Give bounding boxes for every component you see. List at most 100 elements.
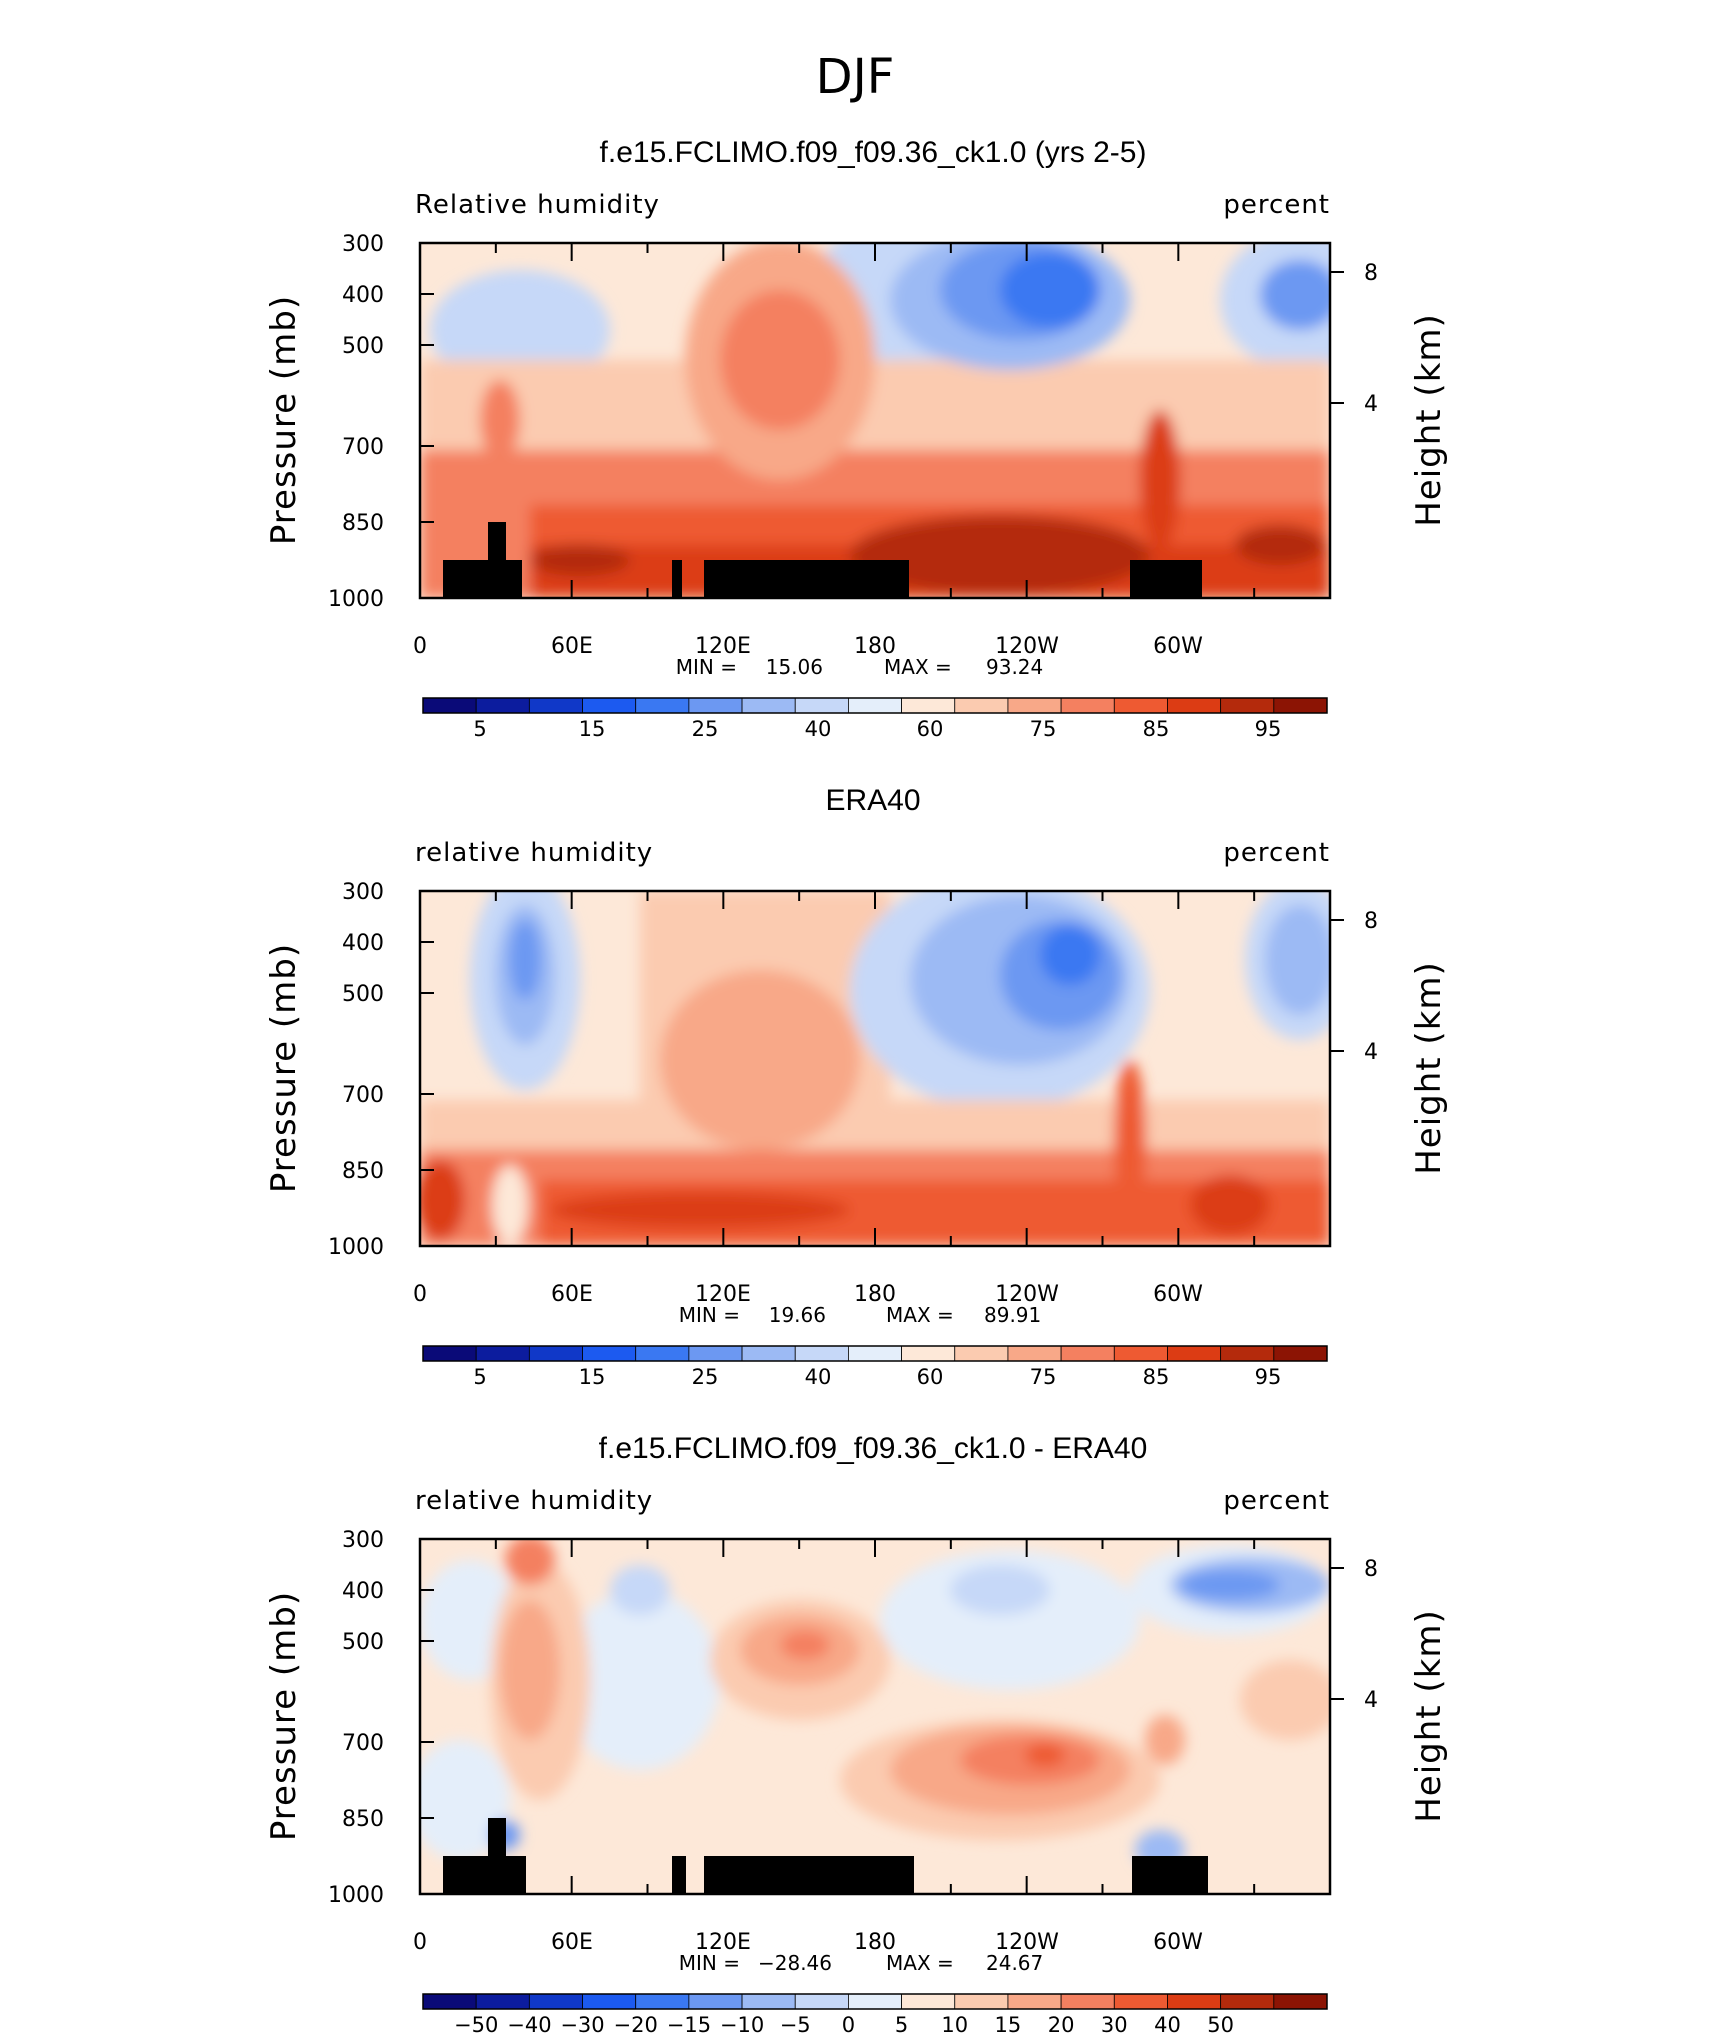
colorbar-label: 5 xyxy=(895,2013,908,2037)
colorbar-swatch xyxy=(954,1345,1009,1362)
y-axis: 300 400 500 700 850 1000 xyxy=(328,232,384,612)
colorbar-label: −5 xyxy=(780,2013,811,2037)
stats-line: MIN = 15.06 MAX = 93.24 xyxy=(676,655,1044,679)
y-tick-label: 500 xyxy=(342,1630,384,1655)
colorbar-swatch xyxy=(1113,697,1168,714)
colorbar-swatch xyxy=(848,697,902,714)
colorbar xyxy=(422,1993,1328,2010)
colorbar-label: 85 xyxy=(1143,1365,1170,1389)
colorbar-labels: 5 15 25 40 60 75 85 95 xyxy=(473,1365,1281,1389)
colorbar-swatch xyxy=(1220,697,1275,714)
y2-tick-label: 8 xyxy=(1364,1557,1378,1582)
contour-field xyxy=(420,891,1330,1246)
x-tick-label: 60E xyxy=(551,1930,593,1955)
min-label: MIN = xyxy=(676,655,737,679)
colorbar-swatch xyxy=(794,1993,849,2010)
colorbar-label: 95 xyxy=(1255,1365,1282,1389)
colorbar-swatch xyxy=(1167,1345,1222,1362)
colorbar-label: 15 xyxy=(579,1365,606,1389)
colorbar-swatch xyxy=(1060,1993,1115,2010)
y2-axis-title: Height (km) xyxy=(1409,1609,1449,1823)
max-label: MAX = xyxy=(886,1951,954,1975)
y-tick-label: 300 xyxy=(342,232,384,257)
colorbar-label: −40 xyxy=(507,2013,551,2037)
stats-line: MIN = 19.66 MAX = 89.91 xyxy=(679,1303,1042,1327)
colorbar-label: −15 xyxy=(667,2013,711,2037)
colorbar-label: 75 xyxy=(1030,1365,1057,1389)
x-tick-label: 120W xyxy=(995,1282,1059,1307)
colorbar-swatch xyxy=(475,697,530,714)
x-tick-label: 120W xyxy=(995,634,1059,659)
colorbar-label: −50 xyxy=(454,2013,498,2037)
x-tick-label: 120W xyxy=(995,1930,1059,1955)
colorbar-swatch xyxy=(848,1345,902,1362)
colorbar-label: −10 xyxy=(720,2013,764,2037)
panel-model: f.e15.FCLIMO.f09_f09.36_ck1.0 (yrs 2-5) … xyxy=(264,136,1449,741)
y2-axis: 8 4 xyxy=(1364,909,1378,1065)
colorbar-swatch xyxy=(1113,1993,1168,2010)
colorbar-swatch xyxy=(528,697,583,714)
colorbar-label: 50 xyxy=(1207,2013,1234,2037)
colorbar-swatch xyxy=(954,1993,1009,2010)
y-tick-label: 300 xyxy=(342,880,384,905)
y-tick-label: 700 xyxy=(342,1083,384,1108)
y-tick-label: 1000 xyxy=(328,587,384,612)
colorbar-swatch xyxy=(1220,1345,1275,1362)
y2-tick-label: 8 xyxy=(1364,261,1378,286)
colorbar-swatch xyxy=(422,697,477,714)
colorbar-label: 95 xyxy=(1255,717,1282,741)
colorbar-label: 40 xyxy=(805,1365,832,1389)
colorbar-swatch xyxy=(582,697,637,714)
min-value: −28.46 xyxy=(758,1951,832,1975)
x-tick-label: 60E xyxy=(551,1282,593,1307)
y-tick-label: 850 xyxy=(342,1159,384,1184)
colorbar-swatch xyxy=(1167,697,1222,714)
contour-field xyxy=(420,1539,1330,1894)
colorbar-label: 5 xyxy=(473,717,486,741)
colorbar-swatch xyxy=(794,697,849,714)
y-tick-label: 400 xyxy=(342,931,384,956)
colorbar-label: 85 xyxy=(1143,717,1170,741)
terrain-mask xyxy=(443,522,1202,598)
colorbar-label: 10 xyxy=(941,2013,968,2037)
max-label: MAX = xyxy=(884,655,952,679)
y2-axis: 8 4 xyxy=(1364,1557,1378,1713)
stats-line: MIN = −28.46 MAX = 24.67 xyxy=(679,1951,1044,1975)
y-tick-label: 400 xyxy=(342,283,384,308)
colorbar-label: 40 xyxy=(805,717,832,741)
colorbar-label: 15 xyxy=(579,717,606,741)
panel-title: ERA40 xyxy=(825,784,920,817)
colorbar-label: 40 xyxy=(1154,2013,1181,2037)
colorbar-frame xyxy=(422,697,1328,714)
max-value: 24.67 xyxy=(986,1951,1043,1975)
colorbar-swatch xyxy=(528,1345,583,1362)
x-tick-label: 180 xyxy=(854,1282,896,1307)
colorbar-swatch xyxy=(635,1993,690,2010)
y2-tick-label: 8 xyxy=(1364,909,1378,934)
colorbar-labels: 5 15 25 40 60 75 85 95 xyxy=(473,717,1281,741)
min-value: 15.06 xyxy=(766,655,823,679)
colorbar-swatch xyxy=(688,1993,743,2010)
y2-axis: 8 4 xyxy=(1364,261,1378,417)
colorbar-label: 30 xyxy=(1101,2013,1128,2037)
colorbar-swatch xyxy=(741,697,796,714)
min-label: MIN = xyxy=(679,1303,740,1327)
tick-marks xyxy=(419,890,1344,1247)
x-tick-label: 60E xyxy=(551,634,593,659)
colorbar-label: −20 xyxy=(614,2013,658,2037)
colorbar-swatch xyxy=(1060,697,1115,714)
colorbar-label: 5 xyxy=(473,1365,486,1389)
right-label: percent xyxy=(1223,190,1330,220)
y2-tick-label: 4 xyxy=(1364,1688,1378,1713)
colorbar-swatch xyxy=(475,1993,530,2010)
y-tick-label: 700 xyxy=(342,1731,384,1756)
colorbar-swatch xyxy=(1273,697,1328,714)
panel-title: f.e15.FCLIMO.f09_f09.36_ck1.0 - ERA40 xyxy=(599,1432,1148,1465)
y-axis-title: Pressure (mb) xyxy=(264,295,304,545)
colorbar-swatch xyxy=(422,1993,477,2010)
min-label: MIN = xyxy=(679,1951,740,1975)
right-label: percent xyxy=(1223,838,1330,868)
y2-axis-title: Height (km) xyxy=(1409,313,1449,527)
colorbar-labels: −50 −40 −30 −20 −15 −10 −5 0 5 10 15 20 30 40 50 xyxy=(454,2013,1234,2037)
